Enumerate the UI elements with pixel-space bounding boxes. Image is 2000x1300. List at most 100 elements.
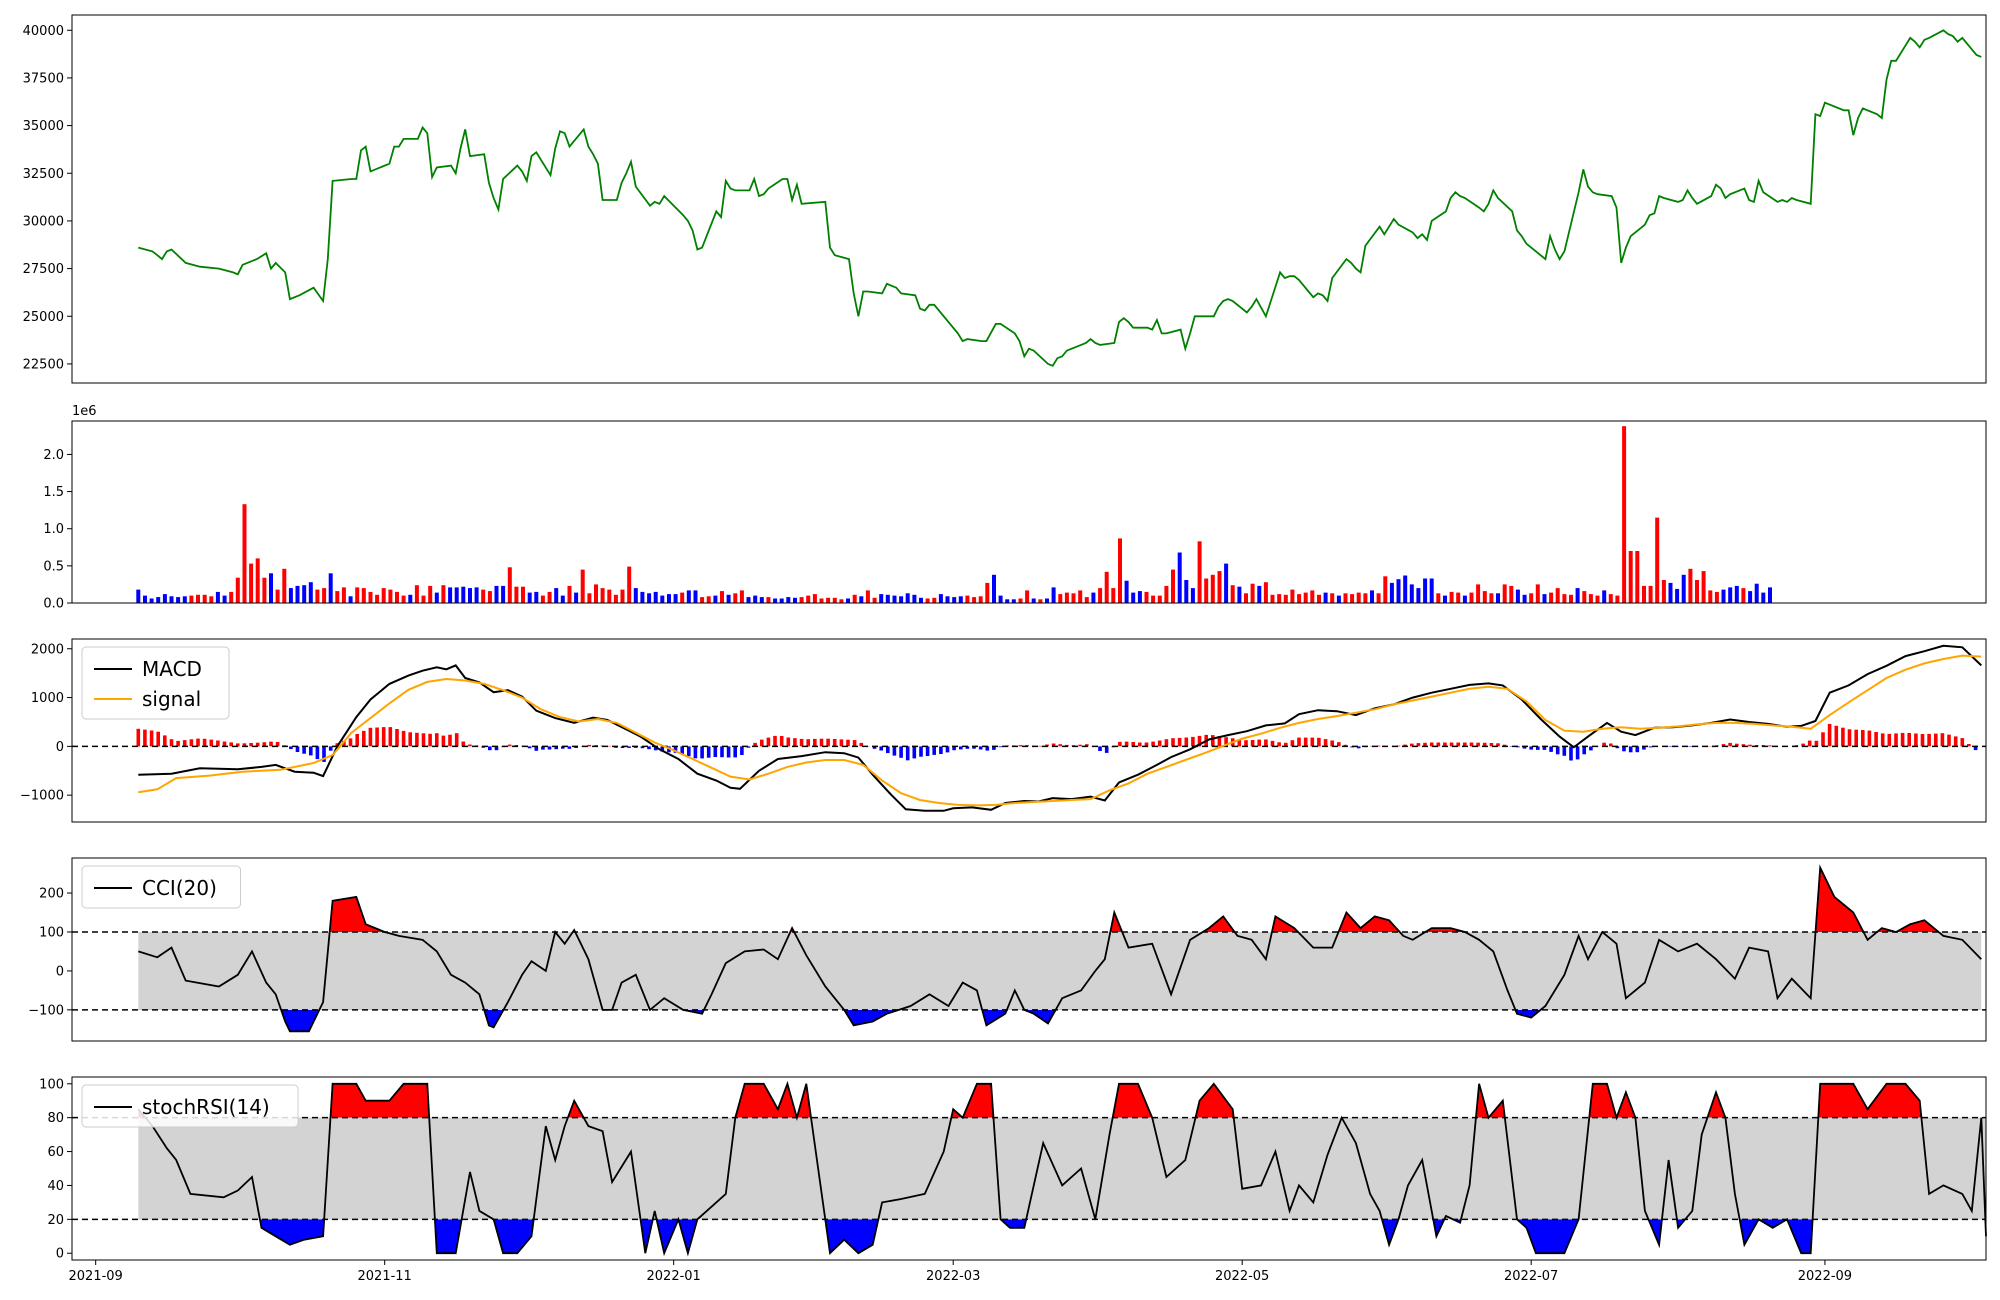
volume-bar xyxy=(454,587,459,603)
cci-line xyxy=(138,864,1982,1033)
macd-histogram-bar xyxy=(1177,737,1182,747)
macd-histogram-bar xyxy=(1429,742,1434,747)
macd-histogram-bar xyxy=(169,739,174,747)
volume-bar xyxy=(1098,588,1103,603)
volume-bar xyxy=(315,589,320,603)
volume-bar xyxy=(1628,551,1633,603)
volume-bar xyxy=(235,577,240,603)
volume-bar xyxy=(507,567,512,603)
macd-histogram-bar xyxy=(879,746,883,751)
volume-bar xyxy=(335,591,340,603)
volume-bar xyxy=(1542,594,1547,603)
volume-bar xyxy=(1575,588,1580,603)
volume-bar xyxy=(786,597,791,603)
macd-histogram-bar xyxy=(1290,740,1295,747)
volume-bar xyxy=(328,573,333,603)
volume-bar xyxy=(726,594,731,603)
volume-bar xyxy=(865,590,870,603)
volume-bar xyxy=(1177,552,1182,603)
macd-histogram-bar xyxy=(1184,737,1189,747)
volume-bar xyxy=(567,585,572,603)
volume-bar xyxy=(1734,585,1739,603)
stochrsi-frame xyxy=(71,1076,1987,1261)
cci-ytick-label: 0 xyxy=(56,964,64,979)
volume-bar xyxy=(428,585,433,603)
volume-bar xyxy=(879,594,884,603)
volume-bar xyxy=(1045,598,1049,603)
macd-histogram-bar xyxy=(959,746,963,750)
volume-ytick-label: 1.5 xyxy=(43,485,64,500)
cci-ytick-label: −100 xyxy=(28,1003,64,1018)
volume-bar xyxy=(1496,593,1500,603)
macd-histogram-bar xyxy=(547,746,552,750)
price-ytick-label: 40000 xyxy=(23,24,64,39)
volume-bar xyxy=(680,592,685,603)
volume-bar xyxy=(1204,578,1209,603)
volume-bar xyxy=(1363,593,1368,603)
macd-histogram-bar xyxy=(912,746,917,759)
volume-bar xyxy=(1224,563,1229,603)
macd-histogram-bar xyxy=(1642,746,1646,750)
volume-bar xyxy=(1151,595,1156,603)
volume-bar xyxy=(388,589,393,603)
macd-histogram-bar xyxy=(653,746,658,751)
volume-bar xyxy=(1522,594,1527,603)
volume-bar xyxy=(1124,580,1129,603)
macd-histogram-bar xyxy=(1410,743,1414,747)
volume-bar xyxy=(1535,584,1540,603)
volume-bar xyxy=(262,577,267,603)
macd-histogram-bar xyxy=(786,737,791,747)
volume-bar xyxy=(1137,591,1142,603)
volume-bar xyxy=(647,593,652,603)
macd-histogram-bar xyxy=(640,746,645,749)
cci-ytick-label: 100 xyxy=(39,925,64,940)
macd-histogram-bar xyxy=(1569,746,1573,761)
macd-histogram-bar xyxy=(1337,742,1341,747)
macd-histogram-bar xyxy=(905,746,910,761)
volume-bar xyxy=(1695,580,1699,603)
macd-histogram-bar xyxy=(494,746,499,751)
macd-ytick-label: 1000 xyxy=(31,691,64,706)
macd-histogram-bar xyxy=(461,741,466,747)
macd-histogram-bar xyxy=(1648,746,1653,748)
macd-histogram-bar xyxy=(1721,744,1726,747)
macd-histogram-bar xyxy=(972,746,976,749)
volume-bar xyxy=(1509,585,1514,603)
price-frame xyxy=(71,14,1987,384)
macd-histogram-bar xyxy=(388,727,393,747)
volume-bar xyxy=(1104,571,1109,603)
macd-histogram-bar xyxy=(1821,732,1825,747)
macd-histogram-bar xyxy=(1768,745,1772,747)
volume-bar xyxy=(1078,590,1083,603)
macd-histogram-bar xyxy=(448,734,452,747)
volume-bar xyxy=(580,569,585,603)
macd-histogram-bar xyxy=(1728,742,1732,747)
volume-bar xyxy=(1748,591,1753,603)
macd-histogram-bar xyxy=(965,746,970,749)
macd-histogram-bar xyxy=(746,746,751,748)
volume-bar xyxy=(521,586,525,603)
macd-histogram-bar xyxy=(1827,723,1832,747)
macd-histogram-bar xyxy=(1443,742,1447,747)
volume-bar xyxy=(461,586,466,603)
volume-bar xyxy=(673,594,678,603)
macd-histogram-bar xyxy=(1449,742,1454,747)
volume-bar xyxy=(401,595,406,603)
macd-histogram-bar xyxy=(269,741,273,747)
macd-ytick-label: −1000 xyxy=(20,789,64,804)
macd-histogram-bar xyxy=(753,742,757,747)
volume-bar xyxy=(932,597,937,603)
stochrsi-ytick-label: 0 xyxy=(56,1247,64,1262)
volume-bar xyxy=(1025,590,1030,603)
macd-histogram-bar xyxy=(939,746,943,754)
macd-histogram-bar xyxy=(687,746,691,757)
macd-histogram-bar xyxy=(441,735,446,747)
volume-bar xyxy=(839,599,844,603)
volume-bar xyxy=(355,587,360,603)
macd-histogram-bar xyxy=(1038,745,1043,747)
stochrsi-ytick-label: 40 xyxy=(47,1179,64,1194)
macd-histogram-bar xyxy=(773,735,777,747)
volume-bar xyxy=(1602,590,1607,603)
volume-ytick-label: 1.0 xyxy=(43,522,64,537)
